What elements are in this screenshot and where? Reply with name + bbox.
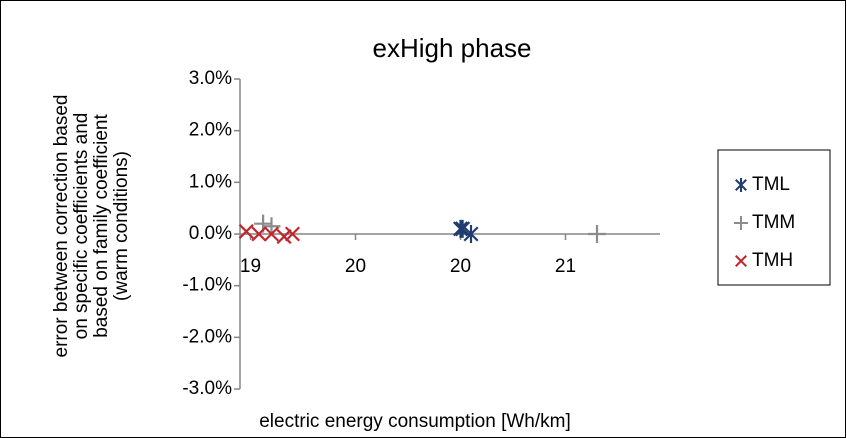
legend-label: TMH [752, 250, 793, 271]
x-tick-label: 21 [555, 256, 576, 277]
point [463, 225, 479, 243]
point [588, 225, 606, 243]
y-tick-label: 0.0% [189, 223, 232, 244]
y-axis-label: (warm conditions) [111, 151, 132, 301]
y-axis-label: on specific coefficients and [71, 113, 92, 340]
x-tick-label: 20 [450, 256, 471, 277]
point [452, 219, 469, 238]
y-tick-label: 3.0% [189, 68, 232, 89]
legend-marker [735, 255, 747, 267]
x-axis-label: electric energy consumption [Wh/km] [259, 411, 571, 432]
x-tick-label: 20 [345, 256, 366, 277]
y-tick-label: -2.0% [182, 326, 232, 347]
legend-label: TMM [752, 212, 795, 233]
y-axis-label: error between correction based [51, 95, 72, 358]
point [276, 229, 292, 245]
y-tick-label: -1.0% [182, 275, 232, 296]
point [251, 226, 267, 242]
point [262, 217, 281, 236]
x-tick-label: 19 [240, 256, 261, 277]
legend-label: TML [752, 174, 790, 195]
y-axis-label: based on family coefficient [91, 114, 112, 338]
y-tick-label: 1.0% [189, 171, 232, 192]
point [238, 223, 254, 239]
point [455, 219, 471, 238]
chart-title: exHigh phase [373, 33, 532, 63]
legend-marker [734, 216, 748, 230]
y-tick-label: 2.0% [189, 120, 232, 141]
point [263, 226, 280, 242]
legend-marker [735, 178, 747, 192]
point [284, 226, 301, 242]
y-tick-label: -3.0% [182, 378, 232, 399]
legend-box [717, 149, 831, 286]
